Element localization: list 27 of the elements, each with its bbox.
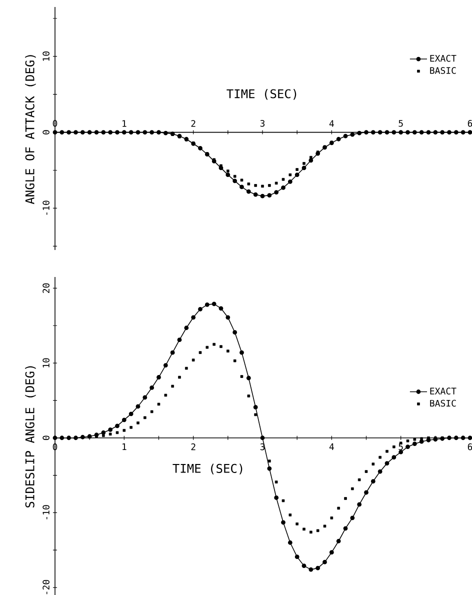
x-tick-label: 1 — [122, 120, 126, 127]
x-tick-label: 1 — [122, 443, 126, 450]
y-tick-label: 0 — [42, 130, 50, 134]
legend-label: BASIC — [430, 400, 456, 407]
legend-label: BASIC — [430, 67, 456, 74]
x-tick-label: 4 — [329, 443, 334, 450]
x-axis-title: TIME (SEC) — [226, 89, 296, 100]
legend-label: EXACT — [430, 54, 456, 62]
x-tick-label: 2 — [191, 443, 196, 450]
x-tick-label: 4 — [329, 120, 334, 127]
x-tick-label: 5 — [398, 120, 403, 127]
legend-label: EXACT — [430, 388, 456, 394]
y-tick-label: -10 — [42, 200, 50, 215]
y-tick-label: -20 — [42, 580, 50, 594]
x-tick-label: 3 — [260, 443, 265, 450]
y-axis-title: ANGLE OF ATTACK (DEG) — [25, 55, 36, 204]
y-tick-label: 20 — [42, 283, 50, 293]
y-axis-title: SIDESLIP ANGLE (DEG) — [25, 366, 36, 508]
y-tick-label: -10 — [42, 505, 50, 520]
x-tick-label: 6 — [468, 120, 472, 127]
x-axis-title: TIME (SEC) — [172, 464, 242, 474]
y-tick-label: 10 — [42, 52, 50, 61]
y-tick-label: 10 — [42, 358, 50, 368]
x-tick-label: 6 — [468, 443, 472, 450]
x-tick-label: 3 — [260, 120, 265, 127]
x-tick-label: 2 — [191, 120, 196, 127]
y-tick-label: 0 — [42, 436, 50, 440]
